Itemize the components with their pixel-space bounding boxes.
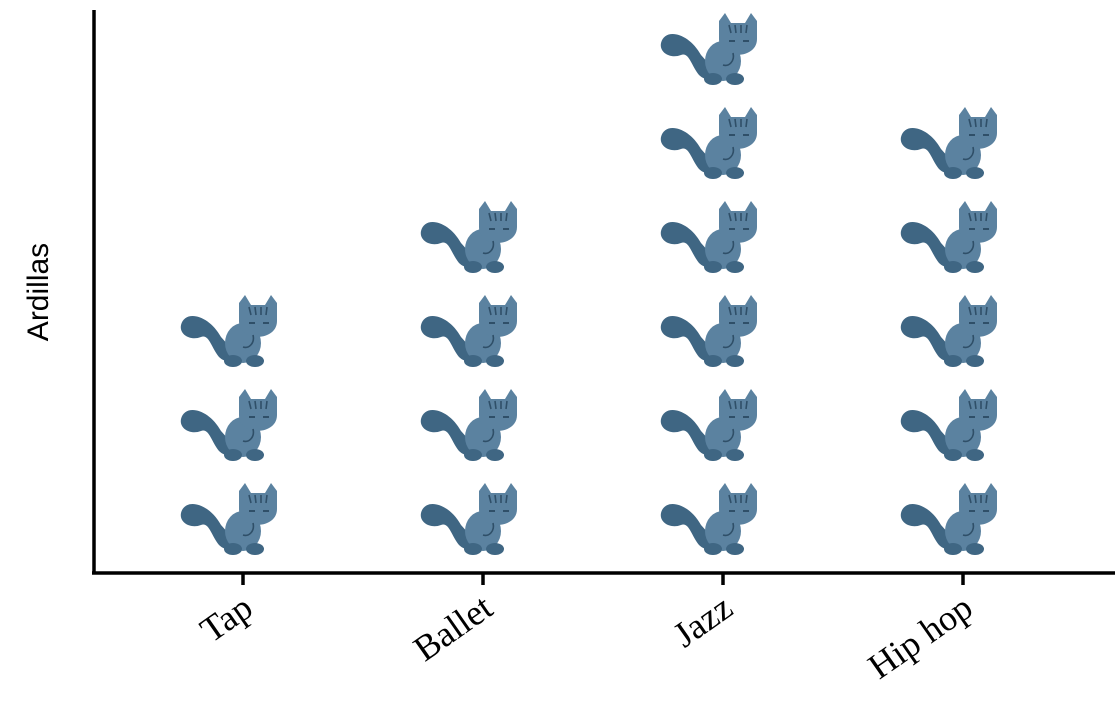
squirrel-icon — [659, 12, 758, 86]
squirrel-icon — [419, 200, 518, 274]
squirrel-icon — [899, 200, 998, 274]
squirrel-icon — [179, 482, 278, 556]
squirrel-icon — [899, 106, 998, 180]
x-tick-label-jazz: Jazz — [666, 587, 740, 655]
x-axis-tick-labels: Tap Ballet Jazz Hip hop — [193, 587, 980, 687]
y-axis-label: Ardillas — [22, 243, 55, 341]
squirrel-icon — [419, 482, 518, 556]
x-tick-label-tap: Tap — [193, 587, 260, 650]
squirrel-icon — [659, 200, 758, 274]
squirrel-icon — [899, 294, 998, 368]
squirrel-icon — [899, 482, 998, 556]
squirrel-icon — [419, 388, 518, 462]
x-tick-label-ballet: Ballet — [406, 587, 499, 669]
squirrel-icon — [899, 388, 998, 462]
squirrel-icon — [659, 294, 758, 368]
squirrel-icon — [419, 294, 518, 368]
x-tick-label-hip-hop: Hip hop — [861, 587, 980, 687]
x-axis-ticks — [241, 573, 965, 585]
pictograph-icons — [179, 12, 998, 556]
squirrel-icon — [659, 482, 758, 556]
squirrel-icon — [659, 106, 758, 180]
squirrel-icon — [179, 388, 278, 462]
squirrel-icon — [659, 388, 758, 462]
squirrel-icon — [179, 294, 278, 368]
